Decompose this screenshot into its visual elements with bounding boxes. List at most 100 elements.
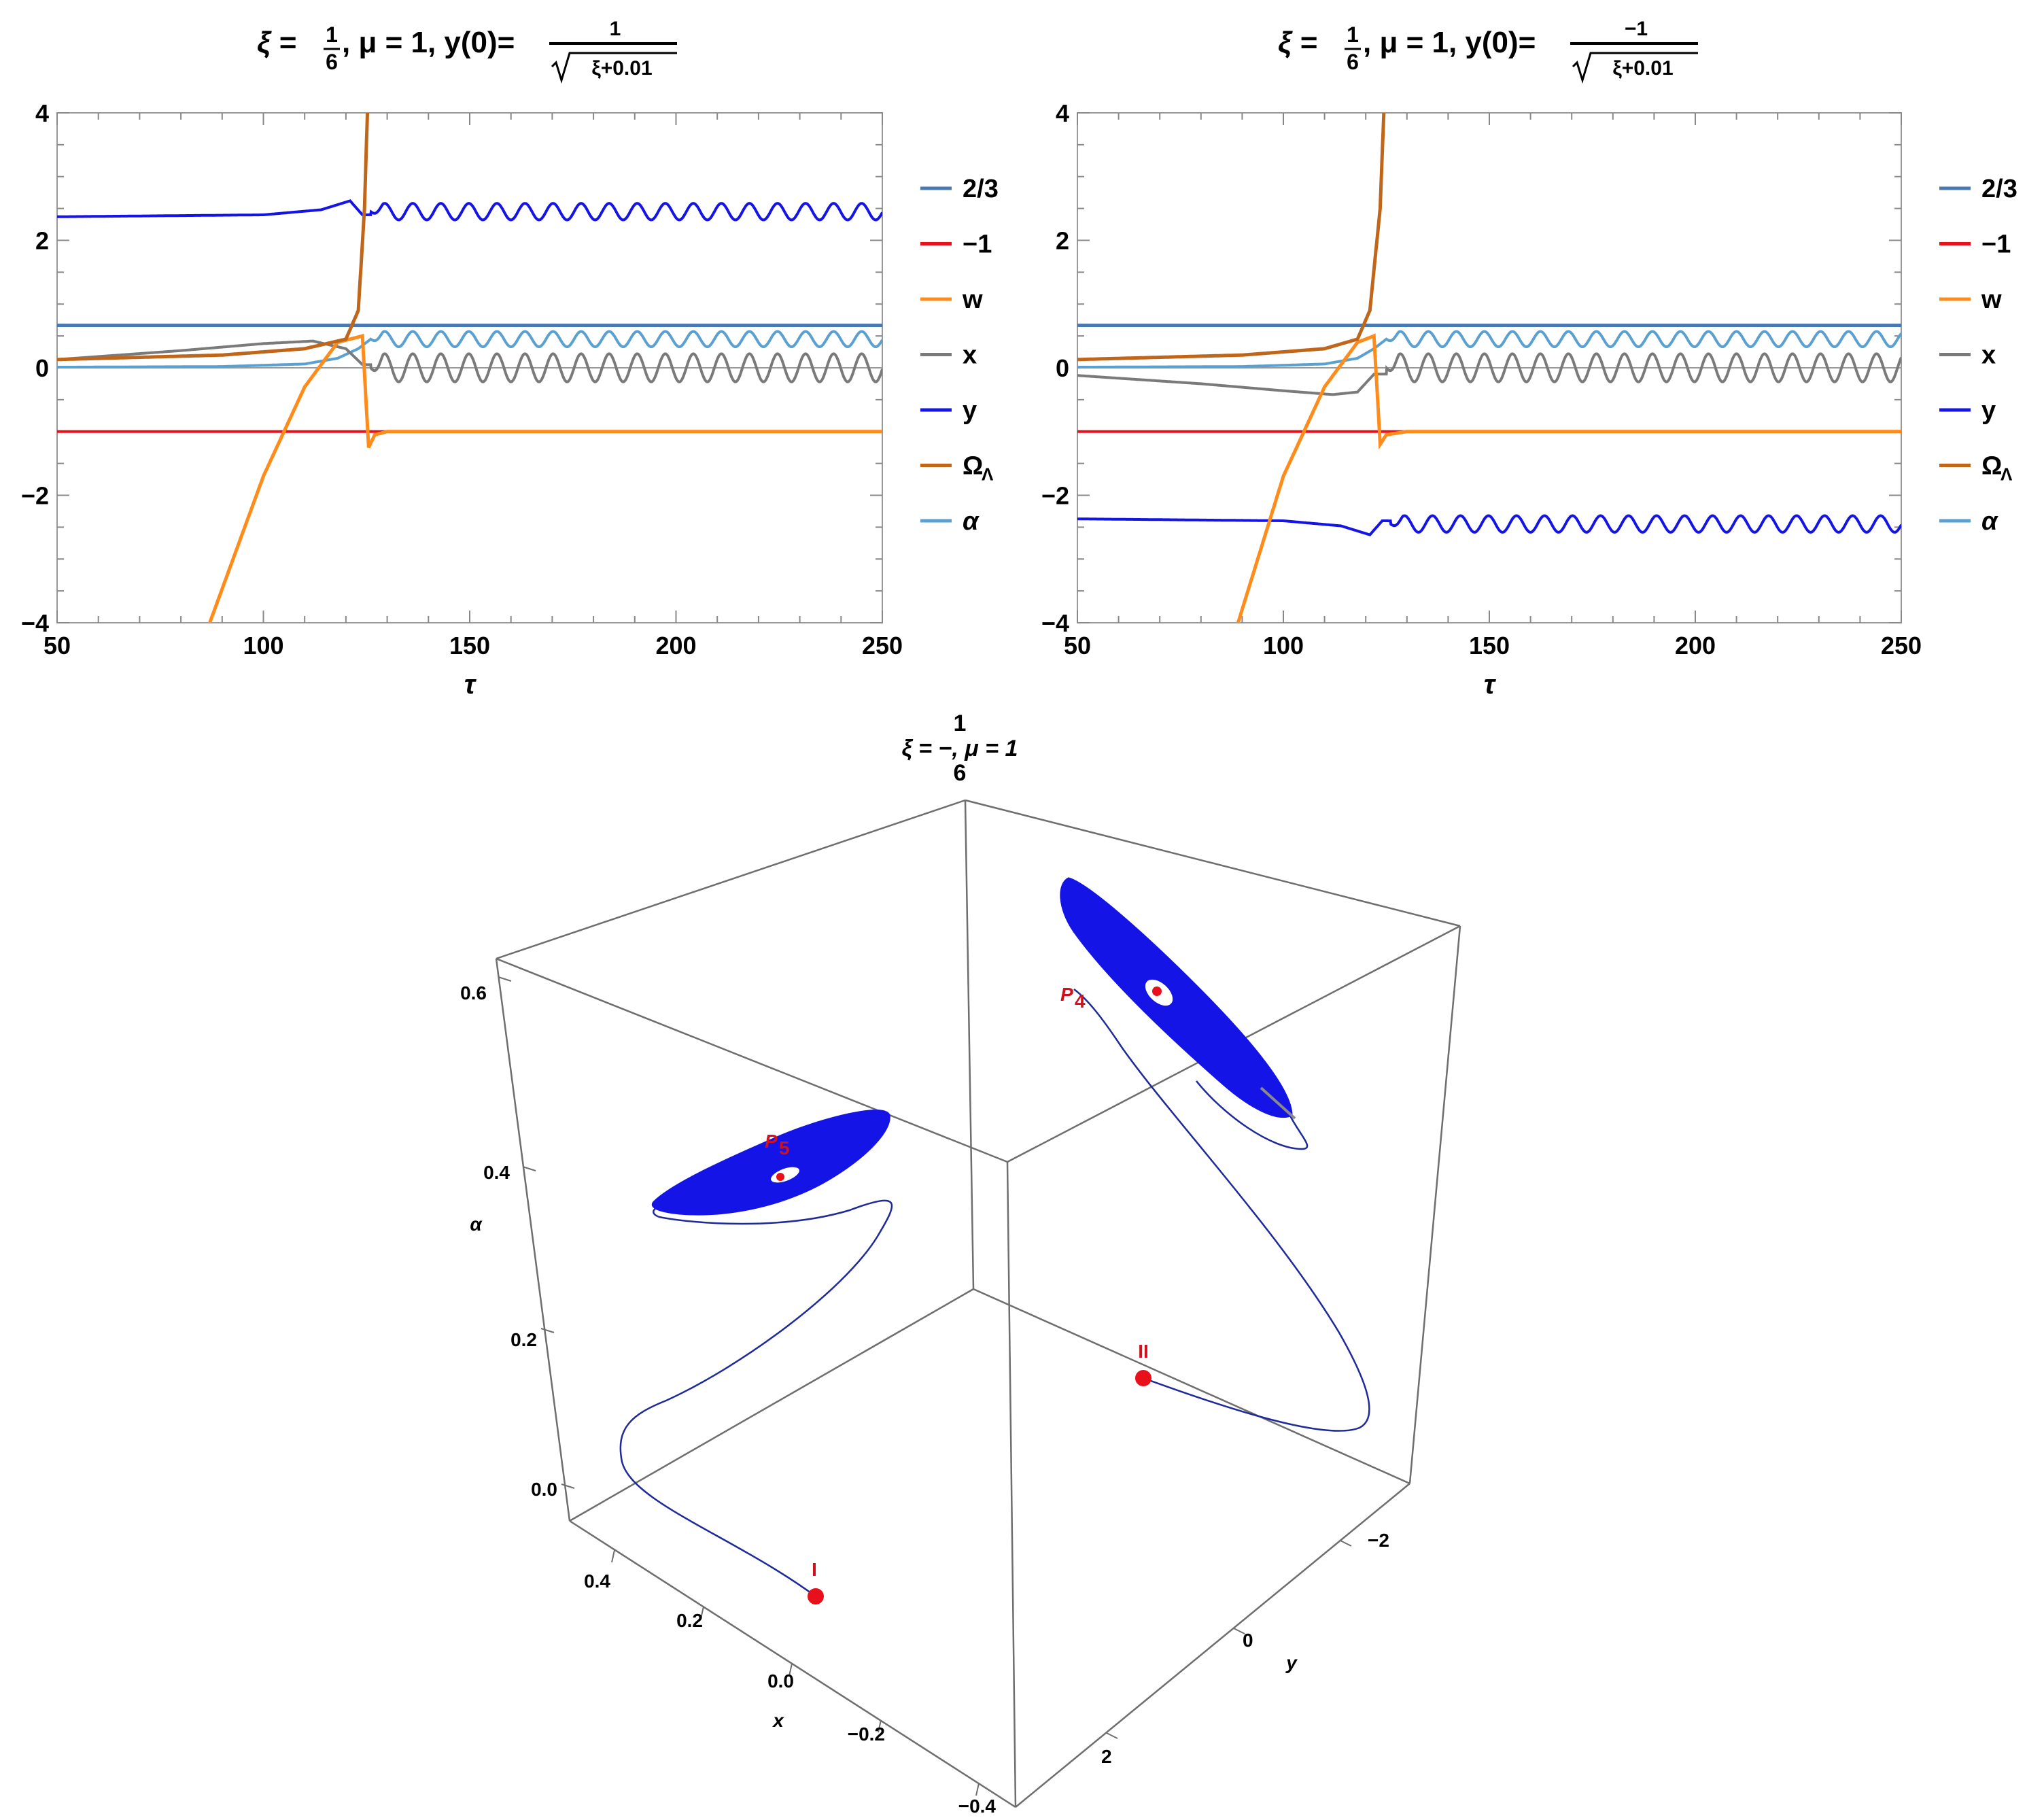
box-edge-top-back-left	[496, 799, 966, 960]
legend-label-omega: Ω	[963, 452, 983, 481]
x-tick-label: 250	[862, 632, 903, 659]
alpha-tick-mark-0.0	[561, 1483, 575, 1489]
box-edge-bottom-front-left	[569, 1520, 1016, 1808]
legend-label-omega-sub: Λ	[2000, 464, 2013, 485]
y-tick-mark-0	[1233, 1628, 1245, 1634]
x-tick-0.0: 0.0	[767, 1670, 794, 1692]
box-edge-top-front-left	[496, 957, 1008, 1163]
series-w-line	[1236, 333, 1901, 623]
legend-label: 2/3	[963, 175, 999, 203]
x-tick-label: 150	[449, 632, 490, 659]
y-tick-label: 0	[1056, 354, 1069, 382]
alpha-tick-mark-0.2	[540, 1328, 555, 1333]
legend-label: α	[963, 507, 980, 536]
left-title-frac-numerator: 1	[610, 18, 621, 40]
alpha-tick-0.0: 0.0	[531, 1479, 557, 1500]
y-tick-0: 0	[1243, 1630, 1253, 1651]
series-omega-lambda-line	[57, 113, 370, 362]
y-tick-label: −4	[21, 609, 49, 637]
x-tick-0.4: 0.4	[584, 1571, 610, 1592]
x-tick-label: 100	[243, 632, 283, 659]
x-tick-mark-n0.4	[975, 1783, 980, 1796]
left-x-axis-label: τ	[464, 670, 477, 700]
y-tick-mark-n2	[1340, 1540, 1352, 1547]
legend-label-omega: Ω	[1981, 452, 2002, 481]
right-x-axis-label: τ	[1484, 670, 1497, 700]
left-title-frac-denominator: ξ+0.01	[591, 57, 652, 80]
box-edge-vertical-front	[1006, 1161, 1017, 1808]
alpha-axis: 0.6 0.4 0.2 0.0 α	[460, 976, 575, 1500]
right-time-plot: ξ = 1 6 , μ = 1, y(0)= −1 ξ+0.01 50 100 15…	[1041, 18, 2017, 700]
box-edge-vertical-right	[1408, 925, 1461, 1484]
y-tick-label: 0	[35, 354, 49, 382]
x-axis-label: x	[772, 1710, 784, 1731]
label-point-I: I	[812, 1559, 817, 1580]
y-tick-label: −2	[1041, 482, 1069, 510]
y-axis: −2 0 2 y	[1101, 1530, 1389, 1767]
three-d-title-line3: 6	[954, 760, 967, 786]
series-y-line	[57, 199, 882, 222]
right-title-frac-denominator: ξ+0.01	[1612, 57, 1673, 80]
x-tick-label: 150	[1469, 632, 1510, 659]
critical-points: I II P 5 P 4	[765, 984, 1162, 1605]
legend-label: y	[963, 396, 977, 425]
right-axis-ticks	[1077, 112, 1902, 623]
x-tick-label: 100	[1263, 632, 1304, 659]
x-tick-label: 50	[1064, 632, 1091, 659]
label-point-P5: P	[765, 1131, 778, 1152]
label-point-P4: P	[1060, 984, 1073, 1005]
alpha-tick-mark-0.6	[498, 976, 512, 982]
alpha-axis-label: α	[470, 1214, 483, 1235]
point-P5	[776, 1173, 784, 1181]
legend-label: −1	[963, 230, 992, 259]
legend-label: w	[962, 286, 983, 314]
x-axis: 0.4 0.2 0.0 −0.2 −0.4 x	[584, 1549, 997, 1817]
alpha-tick-0.6: 0.6	[460, 982, 487, 1004]
attractor-disk-p5	[651, 1110, 890, 1216]
alpha-tick-mark-0.4	[522, 1166, 536, 1171]
right-plot-title: ξ = 1 6 , μ = 1, y(0)= −1 ξ+0.01	[1278, 18, 1698, 84]
x-tick-n0.4: −0.4	[958, 1796, 997, 1817]
point-P4	[1152, 987, 1162, 996]
x-tick-mark-0.4	[611, 1549, 615, 1563]
box-edge-vertical-back	[964, 800, 975, 1290]
left-plot-title: ξ = 1 6 , μ = 1, y(0)= 1 ξ+0.01	[257, 18, 677, 84]
series-x-line	[1077, 352, 1901, 396]
point-II	[1135, 1370, 1151, 1386]
series-alpha-line	[57, 330, 882, 369]
y-tick-label: 4	[35, 99, 49, 127]
point-I	[808, 1588, 824, 1605]
three-d-box	[495, 799, 1461, 1808]
legend-label: −1	[1981, 230, 2011, 259]
y-tick-2: 2	[1101, 1746, 1112, 1767]
x-tick-mark-n0.2	[878, 1719, 882, 1733]
right-axis-tick-labels: 50 100 150 200 250 −4 −2 0 2 4	[1041, 99, 1922, 659]
right-title-xi-numerator: 1	[1347, 22, 1359, 47]
box-edge-bottom-front-right	[1015, 1483, 1410, 1808]
x-tick-label: 250	[1881, 632, 1922, 659]
y-axis-label: y	[1285, 1652, 1298, 1673]
x-tick-n0.2: −0.2	[848, 1723, 885, 1745]
series-omega-lambda-line	[1077, 113, 1386, 362]
left-axis-tick-labels: 50 100 150 200 250 −4 −2 0 2 4	[21, 99, 903, 659]
series-alpha-line	[1077, 330, 1901, 369]
right-title-sqrt-icon	[1572, 52, 1698, 84]
series-y-line	[1077, 514, 1901, 536]
left-time-plot: ξ = 1 6 , μ = 1, y(0)= 1 ξ+0.01 50 100 150…	[21, 18, 999, 700]
y-tick-label: −2	[21, 482, 49, 510]
series-x-line	[57, 339, 882, 383]
right-title-xi-denominator: 6	[1347, 50, 1359, 74]
phase-space-3d-plot: 1 ξ = −, μ = 1 6 0.6 0.4 0.2	[460, 710, 1461, 1817]
three-d-title-line2: ξ = −, μ = 1	[902, 736, 1018, 761]
label-point-P5-subscript: 5	[779, 1137, 790, 1159]
x-tick-0.2: 0.2	[676, 1610, 703, 1631]
left-title-xi-numerator: 1	[326, 22, 338, 47]
left-title-sqrt-icon	[551, 52, 677, 84]
x-tick-label: 50	[44, 632, 71, 659]
x-tick-label: 200	[655, 632, 696, 659]
series-w-line	[207, 333, 882, 623]
three-d-title-line1: 1	[954, 710, 967, 736]
label-point-II: II	[1138, 1341, 1149, 1362]
